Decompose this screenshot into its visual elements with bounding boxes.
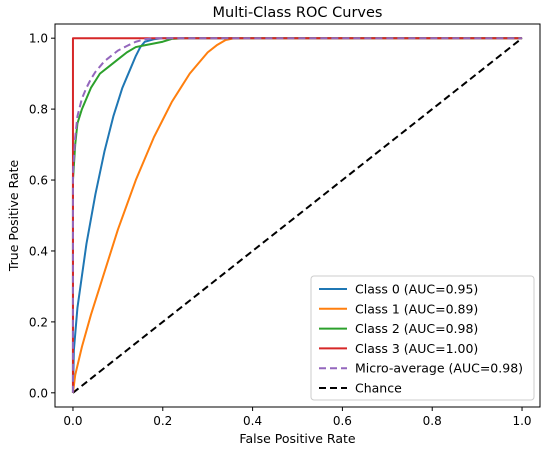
series-line-3 — [71, 37, 523, 393]
series-line-0 — [71, 37, 523, 393]
axis-ticks: 0.0 0.2 0.4 0.6 0.8 1.0 0.0 0.2 0.4 0.6 0.8 1.0 — [29, 32, 532, 428]
legend: Class 0 (AUC=0.95) Class 1 (AUC=0.89) Clas… — [310, 275, 535, 401]
y-tick-label: 0.2 — [29, 315, 48, 329]
x-tick-label: 0.8 — [423, 414, 442, 428]
legend-label: Class 1 (AUC=0.89) — [355, 301, 478, 316]
plot-frame — [54, 23, 541, 408]
legend-box — [310, 275, 535, 401]
plot-area — [54, 23, 541, 408]
legend-label: Chance — [355, 381, 402, 396]
series-line-4 — [71, 37, 523, 393]
chart-title: Multi-Class ROC Curves — [213, 5, 383, 21]
series-line-1 — [71, 37, 523, 393]
y-tick-label: 0.0 — [29, 386, 48, 400]
legend-label: Class 2 (AUC=0.98) — [355, 321, 478, 336]
x-tick-label: 1.0 — [512, 414, 531, 428]
y-tick-label: 0.6 — [29, 174, 48, 188]
x-axis-label: False Positive Rate — [239, 431, 355, 446]
y-axis-label: True Positive Rate — [6, 160, 21, 273]
legend-label: Micro-average (AUC=0.98) — [355, 361, 523, 376]
x-tick-label: 0.6 — [333, 414, 352, 428]
legend-label: Class 3 (AUC=1.00) — [355, 341, 478, 356]
y-tick-label: 1.0 — [29, 32, 48, 46]
x-tick-label: 0.2 — [153, 414, 172, 428]
y-tick-label: 0.4 — [29, 244, 48, 258]
series-group — [71, 37, 523, 394]
series-line-5 — [72, 37, 523, 394]
x-tick-label: 0.4 — [243, 414, 262, 428]
x-tick-label: 0.0 — [63, 414, 82, 428]
y-tick-label: 0.8 — [29, 103, 48, 117]
legend-label: Class 0 (AUC=0.95) — [355, 282, 478, 297]
